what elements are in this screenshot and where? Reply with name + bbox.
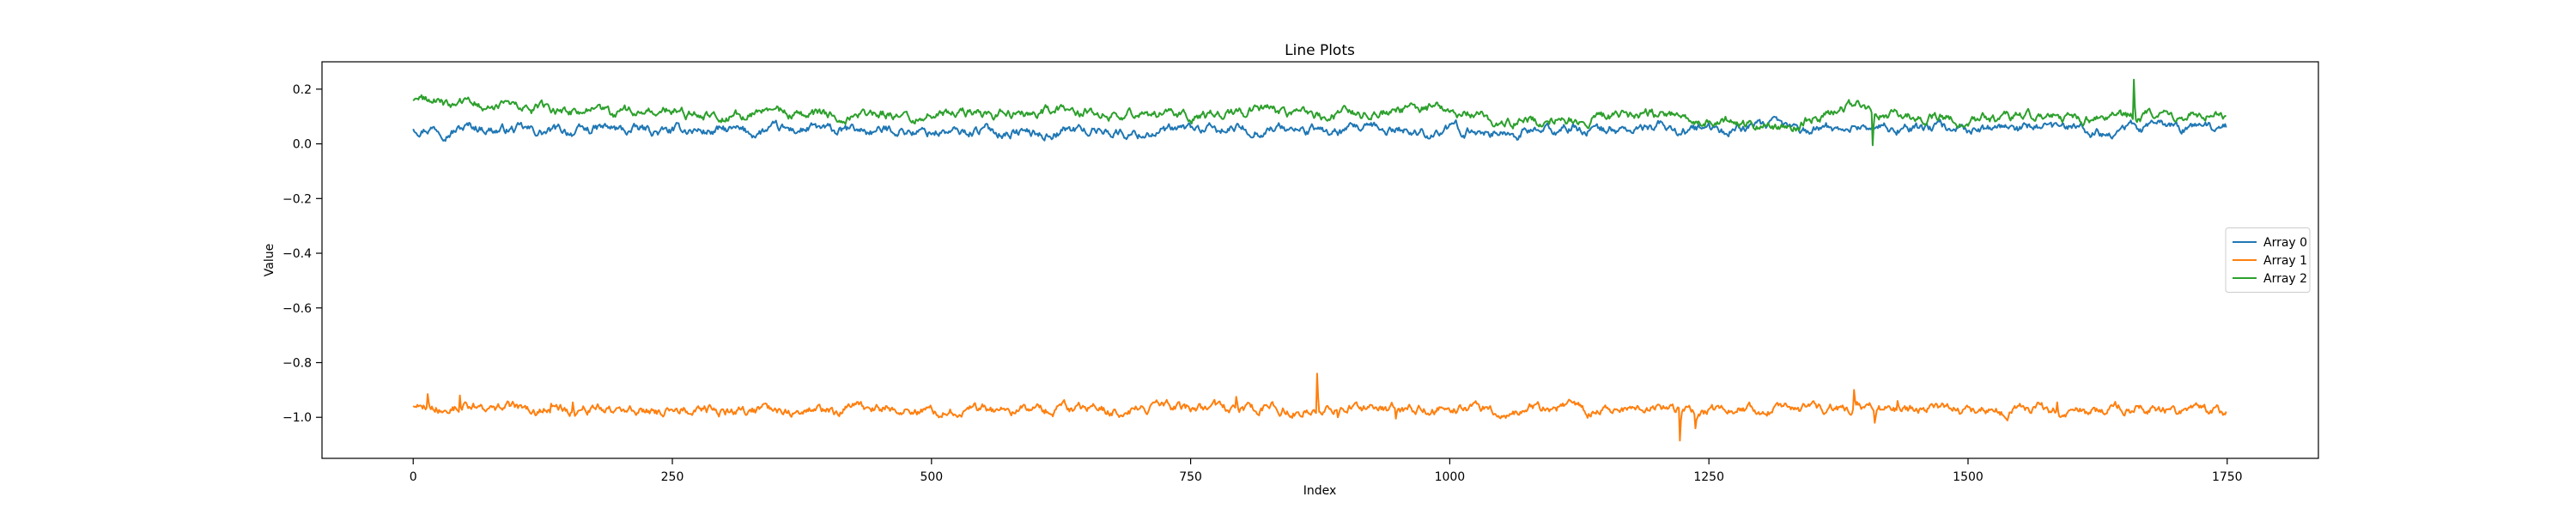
series-line-array-2 — [412, 78, 2227, 147]
y-tick-label: −0.4 — [283, 247, 312, 261]
series-layer — [412, 78, 2227, 442]
x-tick-label: 1750 — [2212, 470, 2243, 484]
legend-label: Array 1 — [2263, 254, 2307, 268]
series-line-array-1 — [412, 373, 2227, 442]
x-tick-label: 750 — [1179, 470, 1202, 484]
plot-frame — [321, 61, 2319, 459]
y-tick-label: −1.0 — [283, 411, 312, 425]
x-tick-label: 1000 — [1435, 470, 1466, 484]
y-axis-label: Value — [263, 244, 276, 276]
y-axis: 0.2 0.0 −0.2 −0.4 −0.6 −0.8 −1.0 — [283, 83, 322, 425]
y-tick-label: −0.2 — [283, 192, 312, 206]
x-tick-label: 250 — [661, 470, 684, 484]
legend-box — [2225, 227, 2311, 293]
x-tick-label: 0 — [410, 470, 417, 484]
x-axis-label: Index — [1303, 484, 1337, 498]
chart-title: Line Plots — [1285, 42, 1355, 59]
legend-label: Array 2 — [2263, 272, 2307, 286]
x-axis: 0 250 500 750 1000 1250 1500 1750 — [410, 458, 2243, 484]
legend-label: Array 0 — [2263, 236, 2307, 250]
x-tick-label: 1250 — [1693, 470, 1724, 484]
y-tick-label: −0.6 — [283, 302, 312, 316]
y-tick-label: −0.8 — [283, 356, 312, 370]
x-tick-label: 500 — [920, 470, 943, 484]
series-line-array-0 — [412, 115, 2227, 142]
legend: Array 0 Array 1 Array 2 — [2225, 227, 2311, 293]
x-tick-label: 1500 — [1953, 470, 1984, 484]
y-tick-label: 0.2 — [293, 83, 312, 97]
plot-area — [322, 62, 2318, 458]
y-tick-label: 0.0 — [293, 138, 312, 152]
